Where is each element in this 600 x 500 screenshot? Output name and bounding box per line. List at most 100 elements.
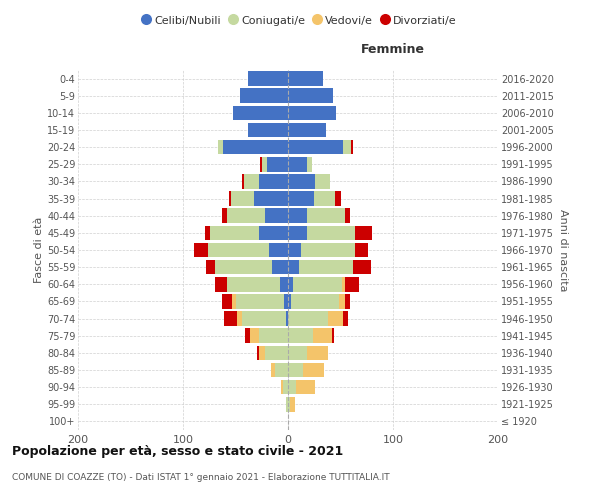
- Bar: [288, 208, 307, 223]
- Bar: [355, 242, 368, 258]
- Bar: [211, 226, 259, 240]
- Bar: [296, 380, 316, 394]
- Bar: [223, 140, 288, 154]
- Bar: [288, 226, 307, 240]
- Bar: [313, 328, 332, 343]
- Bar: [280, 277, 288, 291]
- Bar: [286, 312, 288, 326]
- Bar: [193, 242, 208, 258]
- Bar: [332, 328, 334, 343]
- Bar: [227, 208, 265, 223]
- Bar: [233, 106, 288, 120]
- Bar: [345, 294, 350, 308]
- Bar: [218, 140, 223, 154]
- Bar: [288, 312, 328, 326]
- Bar: [288, 122, 326, 138]
- Bar: [229, 192, 232, 206]
- Bar: [259, 226, 288, 240]
- Bar: [245, 328, 250, 343]
- Bar: [260, 157, 262, 172]
- Bar: [290, 397, 295, 411]
- Bar: [288, 72, 323, 86]
- Bar: [235, 294, 284, 308]
- Bar: [259, 328, 288, 343]
- Bar: [314, 192, 335, 206]
- Bar: [343, 312, 348, 326]
- Bar: [288, 397, 290, 411]
- Bar: [303, 362, 324, 378]
- Bar: [265, 208, 288, 223]
- Bar: [272, 260, 288, 274]
- Bar: [205, 226, 210, 240]
- Bar: [355, 226, 372, 240]
- Text: COMUNE DI COAZZE (TO) - Dati ISTAT 1° gennaio 2021 - Elaborazione TUTTITALIA.IT: COMUNE DI COAZZE (TO) - Dati ISTAT 1° ge…: [12, 473, 389, 482]
- Bar: [222, 294, 232, 308]
- Bar: [269, 242, 288, 258]
- Bar: [215, 260, 272, 274]
- Bar: [328, 312, 343, 326]
- Bar: [232, 294, 235, 308]
- Bar: [299, 260, 353, 274]
- Bar: [284, 294, 288, 308]
- Bar: [224, 312, 236, 326]
- Bar: [281, 380, 283, 394]
- Bar: [288, 242, 301, 258]
- Bar: [286, 397, 288, 411]
- Bar: [301, 242, 355, 258]
- Bar: [288, 174, 316, 188]
- Bar: [351, 140, 353, 154]
- Bar: [288, 380, 296, 394]
- Bar: [288, 346, 307, 360]
- Bar: [242, 312, 286, 326]
- Bar: [291, 294, 340, 308]
- Bar: [353, 260, 371, 274]
- Text: Femmine: Femmine: [361, 42, 425, 56]
- Bar: [307, 346, 328, 360]
- Bar: [316, 174, 330, 188]
- Bar: [288, 192, 314, 206]
- Bar: [341, 277, 344, 291]
- Bar: [343, 140, 351, 154]
- Bar: [267, 157, 288, 172]
- Legend: Celibi/Nubili, Coniugati/e, Vedovi/e, Divorziati/e: Celibi/Nubili, Coniugati/e, Vedovi/e, Di…: [139, 10, 461, 30]
- Bar: [307, 157, 312, 172]
- Bar: [283, 380, 288, 394]
- Bar: [307, 226, 355, 240]
- Bar: [259, 346, 265, 360]
- Bar: [307, 208, 344, 223]
- Bar: [271, 362, 275, 378]
- Bar: [288, 106, 337, 120]
- Bar: [288, 362, 303, 378]
- Text: Popolazione per età, sesso e stato civile - 2021: Popolazione per età, sesso e stato civil…: [12, 445, 343, 458]
- Bar: [236, 312, 242, 326]
- Bar: [265, 346, 288, 360]
- Bar: [254, 192, 288, 206]
- Bar: [345, 277, 359, 291]
- Bar: [275, 362, 288, 378]
- Bar: [244, 174, 259, 188]
- Bar: [215, 277, 227, 291]
- Bar: [250, 328, 259, 343]
- Bar: [288, 157, 307, 172]
- Bar: [288, 294, 291, 308]
- Bar: [206, 260, 215, 274]
- Bar: [288, 140, 343, 154]
- Bar: [288, 277, 293, 291]
- Bar: [335, 192, 341, 206]
- Bar: [240, 88, 288, 103]
- Bar: [345, 208, 350, 223]
- Bar: [208, 242, 269, 258]
- Y-axis label: Fasce di età: Fasce di età: [34, 217, 44, 283]
- Bar: [248, 72, 288, 86]
- Bar: [232, 192, 254, 206]
- Bar: [288, 260, 299, 274]
- Bar: [293, 277, 341, 291]
- Bar: [248, 122, 288, 138]
- Bar: [222, 208, 227, 223]
- Bar: [288, 88, 333, 103]
- Y-axis label: Anni di nascita: Anni di nascita: [557, 209, 568, 291]
- Bar: [288, 328, 313, 343]
- Bar: [259, 174, 288, 188]
- Bar: [242, 174, 244, 188]
- Bar: [340, 294, 344, 308]
